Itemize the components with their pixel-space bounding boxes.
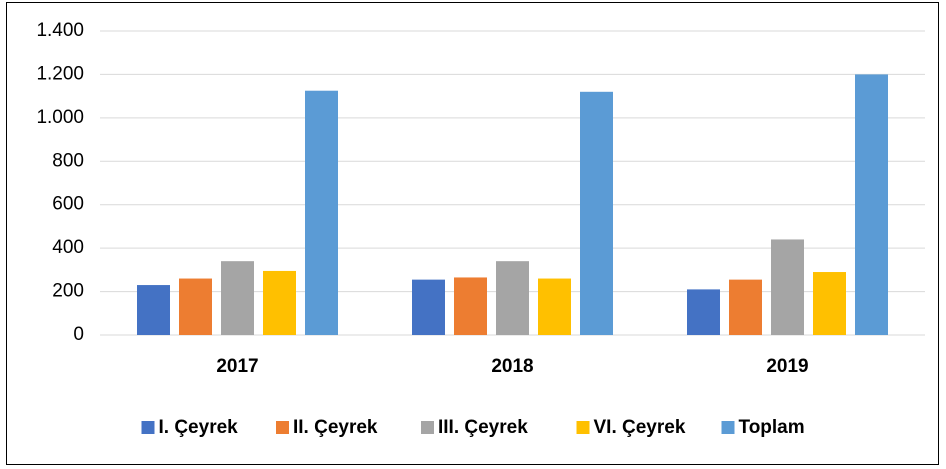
legend-label: VI. Çeyrek [594,417,686,438]
bar [305,90,338,335]
y-tick-label: 800 [52,150,84,171]
bar [538,278,571,335]
bar [855,74,888,335]
chart-border [6,2,939,465]
bar [412,279,445,335]
bar [221,261,254,335]
bar [263,270,296,335]
legend-swatch [576,421,590,434]
x-tick-label: 2018 [491,356,533,377]
y-tick-label: 400 [52,237,84,258]
bar [771,239,804,335]
bar [687,289,720,335]
legend-swatch [721,421,735,434]
y-tick-label: 0 [73,324,84,345]
legend-swatch [141,421,155,434]
y-tick-label: 1.200 [36,63,84,84]
y-tick-label: 600 [52,194,84,215]
y-tick-label: 1.400 [36,20,84,41]
legend-label: I. Çeyrek [159,417,239,438]
legend-swatch [421,421,434,434]
legend-swatch [276,421,289,434]
y-tick-label: 200 [52,281,84,302]
bar [813,272,846,335]
legend-label: Toplam [739,417,805,438]
legend-label: II. Çeyrek [293,417,378,438]
bar [729,279,762,335]
bar [496,261,529,335]
x-tick-label: 2017 [216,356,258,377]
y-tick-label: 1.000 [36,107,84,128]
bar [137,285,170,335]
bar [580,91,613,335]
legend-label: III. Çeyrek [438,417,528,438]
bar [179,278,212,335]
bar [454,277,487,335]
x-tick-label: 2019 [766,356,808,377]
